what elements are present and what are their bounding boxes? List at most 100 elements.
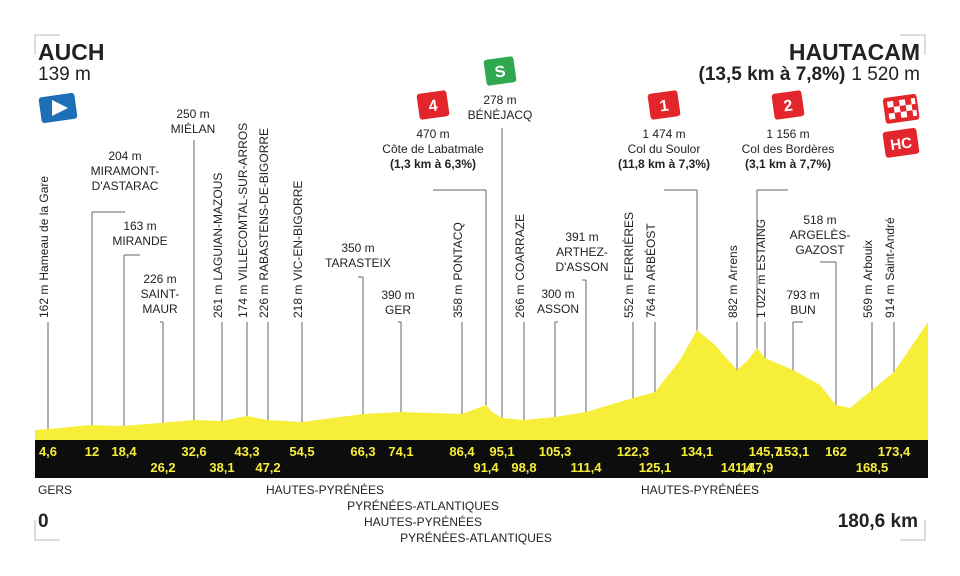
altitude: 162 m [37,285,51,318]
altitude: 882 m [726,285,740,318]
altitude: 226 m [143,272,176,286]
altitude: 1 156 m [766,127,809,141]
place-name: SAINT- [141,287,180,301]
waypoint-label: 261 m LAGUIAN-MAZOUS [211,173,225,318]
region: GERS [38,483,72,497]
altitude: 764 m [644,285,658,318]
altitude: 300 m [541,287,574,301]
altitude: 278 m [483,93,516,107]
profile [35,322,928,440]
finish-altitude: 1 520 m [851,64,920,85]
badge-text: 4 [428,97,439,115]
altitude: 391 m [565,230,598,244]
waypoint-label: 358 m PONTACQ [451,222,465,318]
altitude: 1 474 m [642,127,685,141]
km-label: 147,9 [741,460,774,475]
km-label: 47,2 [255,460,280,475]
place-name: BÉNÉJACQ [468,107,533,122]
km-label: 125,1 [639,460,672,475]
km-label: 134,1 [681,444,714,459]
place-name: BUN [790,303,815,317]
km-label: 18,4 [111,444,137,459]
altitude: 261 m [211,285,225,318]
start-km: 0 [38,511,49,532]
place-name: D'ASSON [556,260,609,274]
km-label: 162 [825,444,847,459]
km-label: 145,7 [749,444,782,459]
place-name: MIÉLAN [171,121,216,136]
place-name: TARASTEIX [325,256,391,270]
badge: 1 [647,90,681,120]
altitude: 552 m [622,285,636,318]
region: HAUTES-PYRÉNÉES [641,482,759,497]
waypoint-label: 174 m VILLECOMTAL-SUR-ARROS [236,123,250,318]
altitude: 390 m [381,288,414,302]
badge-text: 2 [783,97,794,115]
finish-info: (13,5 km à 7,8%) 1 520 m [699,64,920,85]
km-label: 38,1 [209,460,234,475]
place-name: LAGUIAN-MAZOUS [211,173,225,281]
badge-text: S [494,63,507,81]
climb-info: (11,8 km à 7,3%) [618,157,710,171]
altitude: 226 m [257,285,271,318]
km-label: 122,3 [617,444,650,459]
waypoint-label: 162 m Hameau de la Gare [37,176,51,318]
climb-info: (1,3 km à 6,3%) [390,157,476,171]
start-altitude: 139 m [38,64,91,85]
place-name: ARBÉOST [643,223,658,281]
place-name: VILLECOMTAL-SUR-ARROS [236,123,250,281]
waypoint-label: 218 m VIC-EN-BIGORRE [291,181,305,318]
place-name: MIRANDE [112,234,167,248]
place-name: ARGELÈS- [790,227,851,242]
place-name: RABASTENS-DE-BIGORRE [257,128,271,281]
altitude: 163 m [123,219,156,233]
place-name: Arrens [726,245,740,280]
waypoint-label: 1 022 m ESTAING [754,219,768,318]
km-label: 26,2 [150,460,175,475]
km-label: 4,6 [39,444,57,459]
place-name: Col des Bordères [742,142,835,156]
km-label: 168,5 [856,460,889,475]
km-label: 141,4 [721,460,754,475]
km-label: 43,3 [234,444,259,459]
frame [34,34,926,541]
place-name: Col du Soulor [628,142,701,156]
waypoint-label: 569 m Arbouix [861,240,875,318]
badge-bg [647,90,681,120]
km-label: 111,4 [570,460,602,475]
start-name: AUCH [38,39,104,65]
badge-text: 1 [659,97,670,115]
waypoint-label: 914 m Saint-André [883,217,897,318]
finish-climb: (13,5 km à 7,8%) [699,64,846,85]
km-label: 66,3 [350,444,375,459]
place-name: Hameau de la Gare [37,176,51,281]
region: PYRÉNÉES-ATLANTIQUES [347,498,499,513]
waypoint-label: 764 m ARBÉOST [643,223,658,318]
altitude: 218 m [291,285,305,318]
place-name: Saint-André [883,217,897,281]
place-name: FERRIÈRES [621,212,636,281]
altitude: 518 m [803,213,836,227]
altitude: 350 m [341,241,374,255]
km-label: 105,3 [539,444,572,459]
place-name: VIC-EN-BIGORRE [291,181,305,281]
finish-name: HAUTACAM [789,39,920,65]
km-label: 95,1 [489,444,514,459]
km-label: 86,4 [449,444,475,459]
place-name: ESTAING [754,219,768,271]
waypoint-label: 226 m RABASTENS-DE-BIGORRE [257,128,271,318]
region: PYRÉNÉES-ATLANTIQUES [400,530,552,545]
badge: 2 [771,90,805,120]
km-label: 54,5 [289,444,314,459]
total-distance: 180,6 km [838,511,918,532]
km-label: 98,8 [511,460,536,475]
altitude: 250 m [176,107,209,121]
km-label: 173,4 [878,444,911,459]
region: HAUTES-PYRÉNÉES [266,482,384,497]
altitude: 358 m [451,285,465,318]
altitude: 914 m [883,285,897,318]
badge-bg [483,56,517,86]
leaders [47,128,895,440]
